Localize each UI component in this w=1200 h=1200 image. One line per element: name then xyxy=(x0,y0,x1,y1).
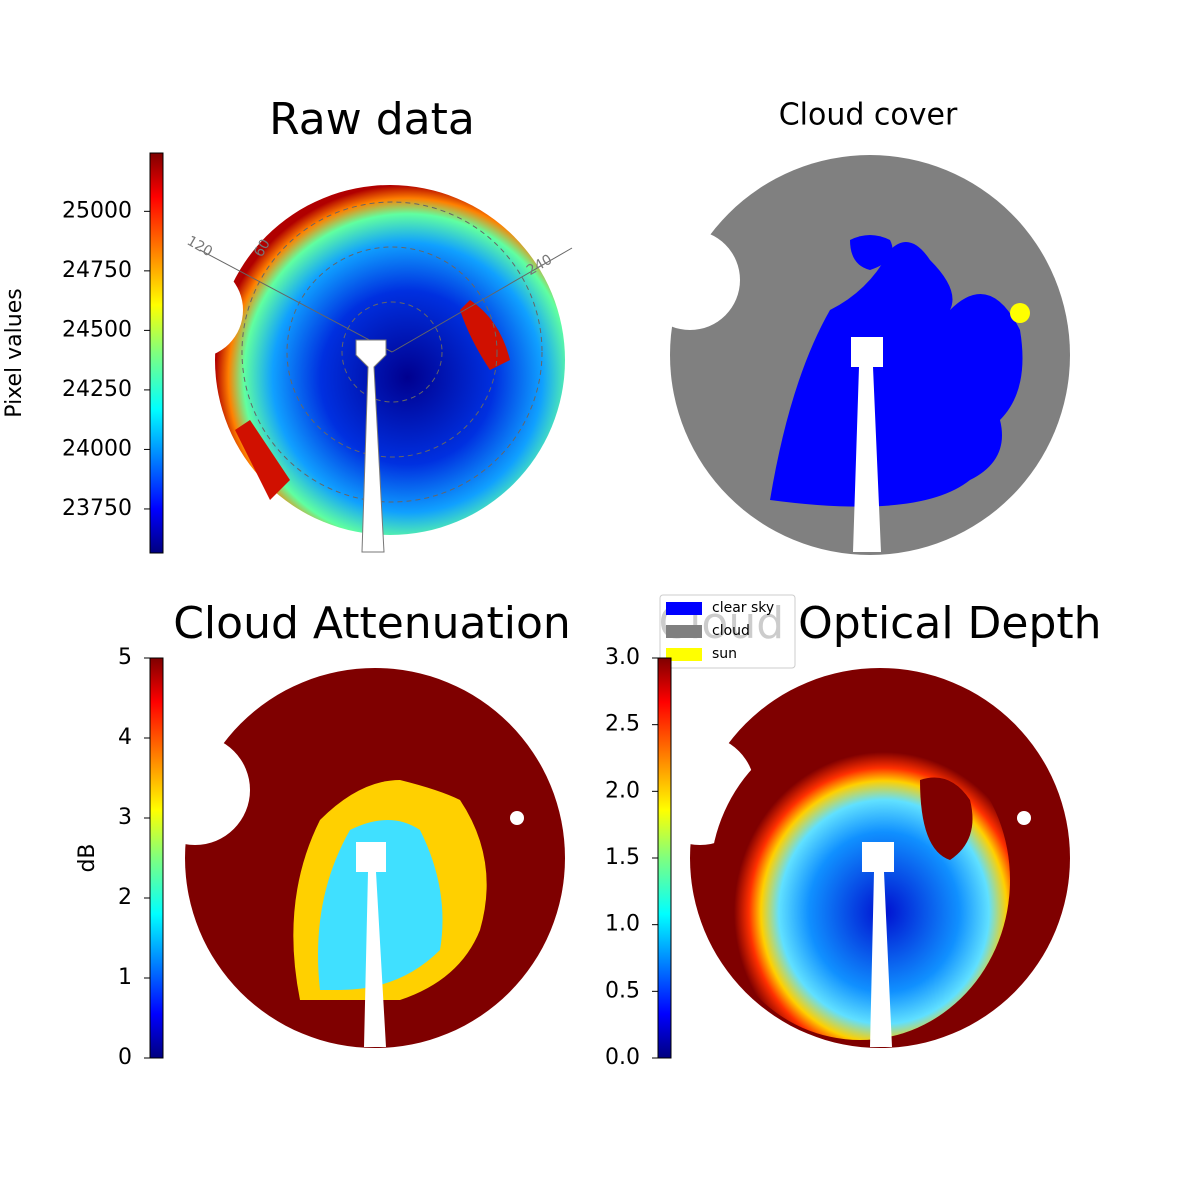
colorbar-tick-label: 2.5 xyxy=(605,712,640,737)
colorbar-label: dB xyxy=(75,843,100,872)
colorbar-tick-label: 0 xyxy=(118,1045,132,1070)
colorbar-tick-label: 3.0 xyxy=(605,645,640,670)
colorbar xyxy=(149,657,164,1059)
colorbar-tick-label: 25000 xyxy=(62,198,132,223)
panel-title: Raw data xyxy=(269,94,475,145)
polar-label: 120 xyxy=(184,233,215,260)
colorbar-tick-label: 4 xyxy=(118,725,132,750)
colorbar xyxy=(149,152,164,554)
polar-label: 60 xyxy=(251,237,274,260)
attenuation-image xyxy=(140,668,565,1048)
colorbar-tick-label: 1.0 xyxy=(605,912,640,937)
optical-depth-image xyxy=(645,668,1070,1048)
colorbar-tick-label: 0.5 xyxy=(605,978,640,1003)
legend-swatch xyxy=(666,648,702,661)
legend-label: sun xyxy=(712,646,737,662)
colorbar xyxy=(657,657,672,1059)
colorbar-tick-label: 24750 xyxy=(62,258,132,283)
colorbar-tick-label: 23750 xyxy=(62,496,132,521)
colorbar-tick-label: 5 xyxy=(118,645,132,670)
panel-title: Cloud Attenuation xyxy=(173,598,571,649)
colorbar-tick-label: 24000 xyxy=(62,436,132,461)
colorbar-tick-label: 3 xyxy=(118,805,132,830)
legend-label: cloud xyxy=(712,623,750,639)
legend-swatch xyxy=(666,602,702,615)
panel-title: Cloud cover xyxy=(779,98,958,133)
legend-swatch xyxy=(666,625,702,638)
colorbar-tick-label: 2.0 xyxy=(605,778,640,803)
colorbar-tick-label: 0.0 xyxy=(605,1045,640,1070)
cloud-cover-image xyxy=(640,155,1070,555)
colorbar-tick-label: 24500 xyxy=(62,317,132,342)
colorbar-tick-label: 2 xyxy=(118,885,132,910)
colorbar-tick-label: 24250 xyxy=(62,377,132,402)
raw-image xyxy=(147,185,573,553)
legend-label: clear sky xyxy=(712,600,774,616)
colorbar-tick-label: 1 xyxy=(118,965,132,990)
colorbar-tick-label: 1.5 xyxy=(605,845,640,870)
colorbar-label: Pixel values xyxy=(2,288,27,417)
